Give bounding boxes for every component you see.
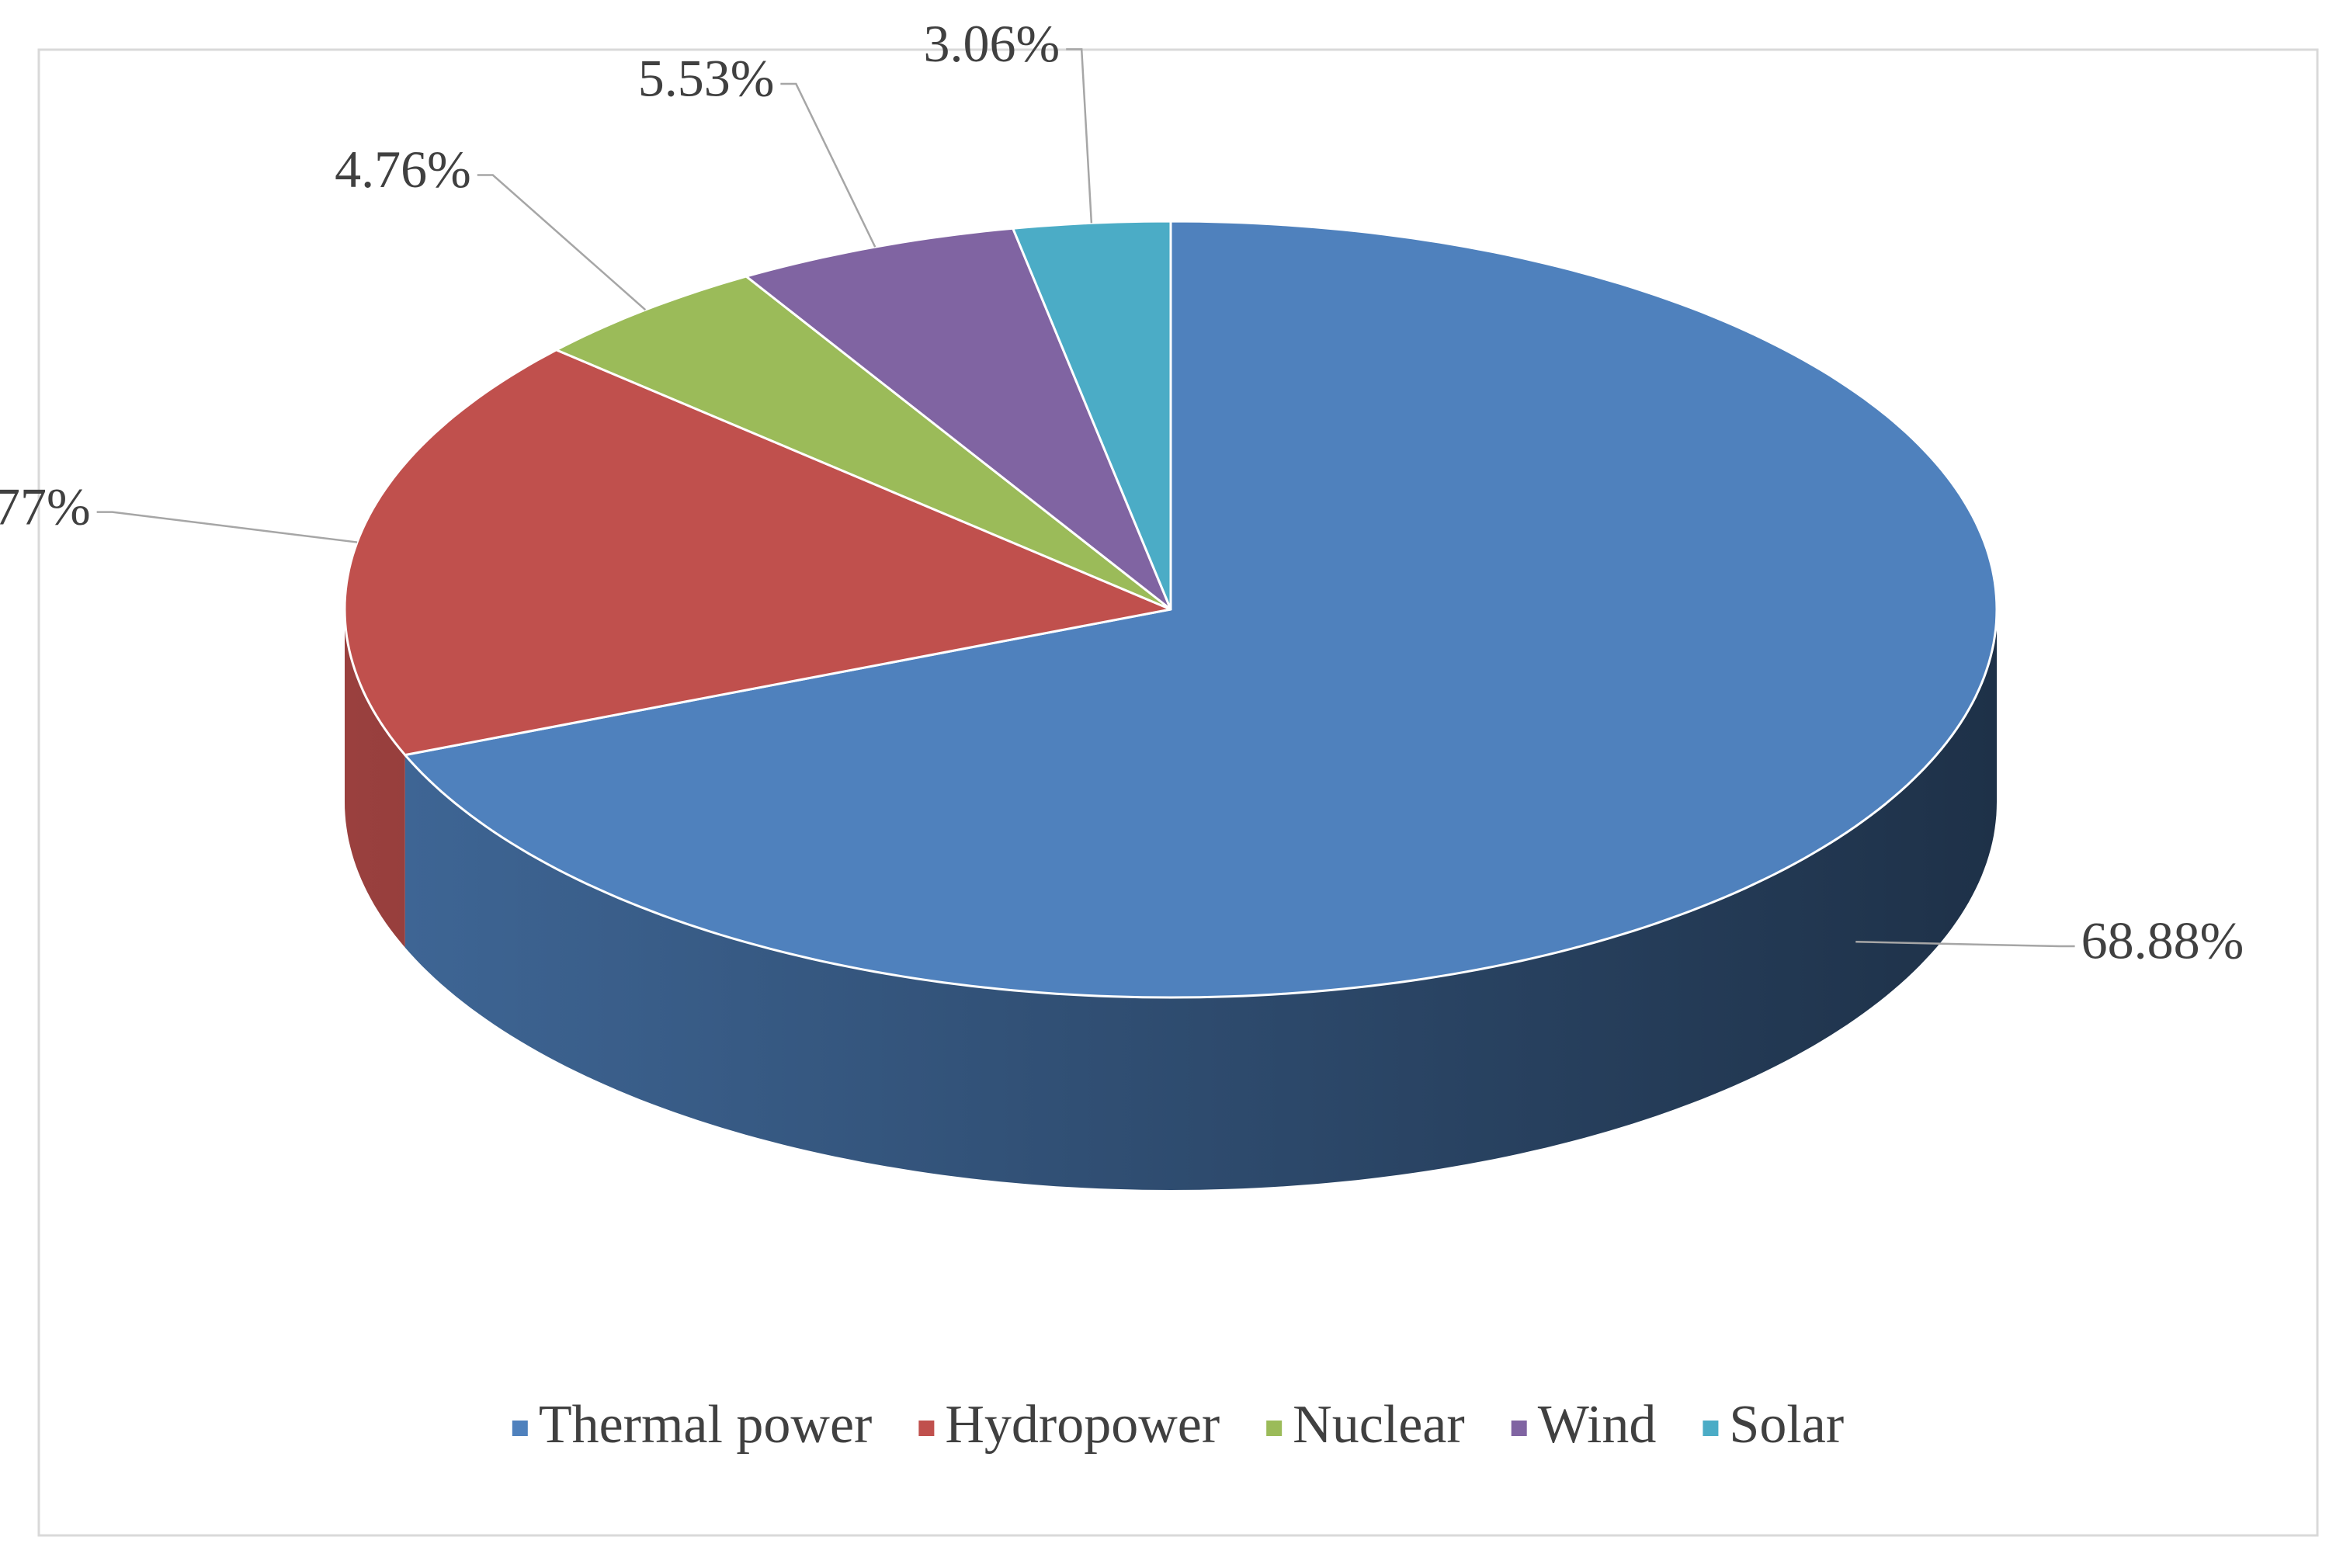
data-label: 17.77% bbox=[0, 477, 91, 536]
data-label: 5.53% bbox=[638, 49, 775, 108]
legend-swatch bbox=[918, 1421, 935, 1436]
legend-label: Hydropower bbox=[945, 1395, 1220, 1455]
leader-line bbox=[96, 511, 358, 543]
leader-line bbox=[1066, 48, 1093, 224]
legend-label: Wind bbox=[1538, 1395, 1657, 1455]
legend-label: Thermal power bbox=[539, 1395, 873, 1455]
data-label: 3.06% bbox=[924, 14, 1060, 73]
leader-line bbox=[1855, 941, 2075, 948]
leader-line bbox=[477, 174, 647, 311]
pie-slice bbox=[404, 220, 1998, 999]
pie-side bbox=[345, 609, 405, 948]
legend-label: Nuclear bbox=[1293, 1395, 1465, 1455]
data-label: 4.76% bbox=[335, 140, 471, 199]
pie-side bbox=[404, 609, 1998, 1190]
data-label: 68.88% bbox=[2081, 911, 2244, 970]
legend-swatch bbox=[1703, 1421, 1719, 1436]
legend-swatch bbox=[512, 1421, 528, 1436]
legend-label: Solar bbox=[1729, 1395, 1844, 1455]
leader-line bbox=[780, 82, 876, 248]
legend-swatch bbox=[1511, 1421, 1527, 1436]
legend-swatch bbox=[1266, 1421, 1283, 1436]
